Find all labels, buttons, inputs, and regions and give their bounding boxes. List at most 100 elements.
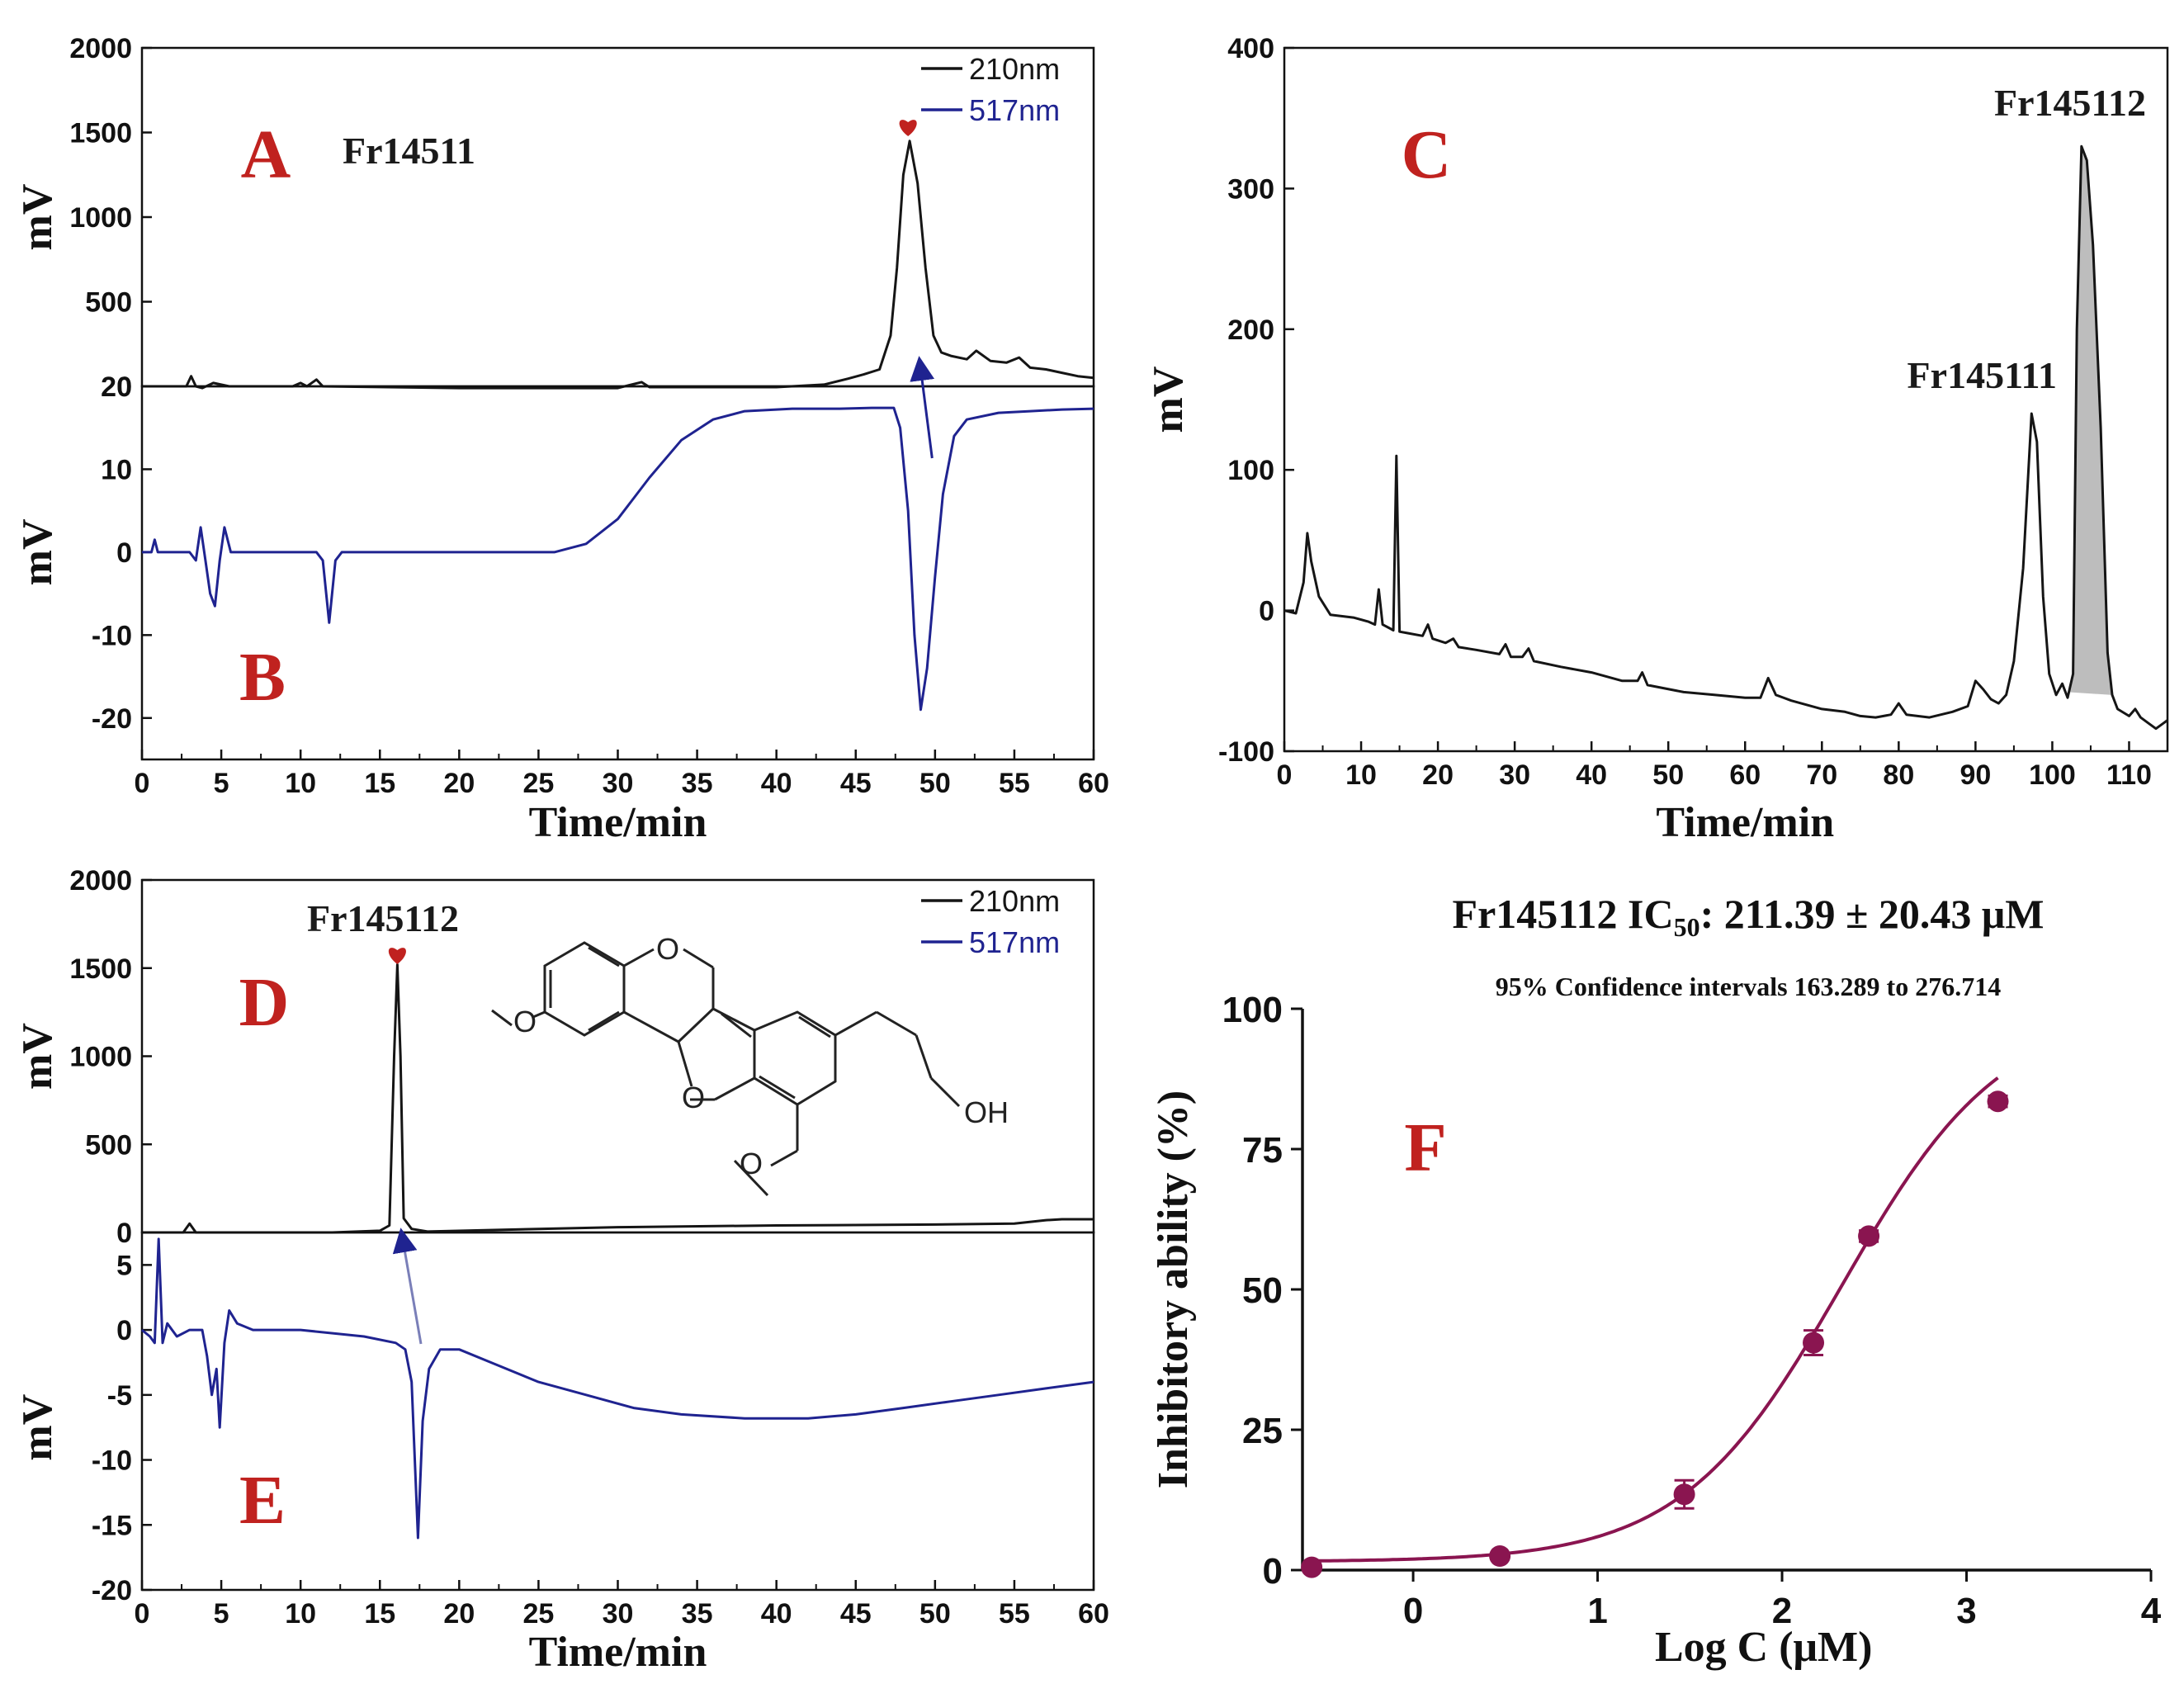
panel-f-xtick-label: 2: [1772, 1591, 1792, 1631]
panel-b-arrow: [910, 356, 935, 459]
panel-d-peak-heart-icon: [388, 948, 406, 964]
methoxy-oxygen-left: O: [513, 1005, 537, 1038]
panel-d-legend-label: 210nm: [969, 884, 1060, 918]
panel-c-ytick-label: 300: [1227, 173, 1274, 205]
panel-f-ytick-label: 75: [1242, 1130, 1283, 1171]
panel-c-xtick-label: 60: [1729, 759, 1761, 791]
panel-b-xtick-label: 20: [443, 768, 475, 799]
panel-f-fit-curve: [1312, 1076, 1999, 1563]
panel-c-xtick-label: 10: [1345, 759, 1377, 791]
hydroxyl-label: OH: [964, 1095, 1009, 1129]
panel-e-xtick-label: 35: [682, 1598, 713, 1630]
panel-b-xtick-label: 15: [364, 768, 395, 799]
panel-b-xtick-label: 30: [603, 768, 634, 799]
panel-c-xtick-label: 90: [1959, 759, 1991, 791]
panel-e-xtick-label: 25: [523, 1598, 555, 1630]
panel-a-peak-heart-icon: [899, 120, 917, 136]
panel-b-xlabel: Time/min: [529, 799, 707, 846]
panel-e-xtick-label: 45: [840, 1598, 872, 1630]
panel-c-xtick-label: 80: [1883, 759, 1914, 791]
panel-c-ytick-label: 100: [1227, 455, 1274, 486]
panel-c-trace: [1283, 144, 2168, 731]
panel-c-letter: C: [1402, 116, 1452, 193]
panel-e-arrow: [392, 1228, 423, 1345]
panel-f-xlabel: Log C (μM): [1655, 1624, 1872, 1671]
panel-e-letter: E: [239, 1462, 286, 1539]
panel-f-letter: F: [1404, 1109, 1446, 1186]
panel-b-xtick-label: 45: [840, 768, 872, 799]
panel-f-data-point: [1489, 1545, 1511, 1567]
chemical-structure: O O O O OH: [491, 932, 1009, 1197]
panel-b-xtick-label: 50: [919, 768, 951, 799]
panel-b-xtick-label: 5: [214, 768, 229, 799]
panel-d-ytick-label: 2000: [69, 865, 132, 896]
methoxy-oxygen-bottom: O: [740, 1147, 763, 1180]
panel-e-xtick-label: 10: [285, 1598, 316, 1630]
panel-e-ytick-label: -5: [107, 1380, 132, 1412]
panel-a-ylabel: mV: [14, 184, 61, 251]
panel-b-ytick-label: 0: [116, 537, 132, 569]
panel-d-ytick-label: 500: [85, 1129, 132, 1161]
panel-a-ytick-label: 1500: [69, 118, 132, 149]
panel-c-xtick-label: 100: [2029, 759, 2076, 791]
panel-e-xlabel: Time/min: [529, 1629, 707, 1676]
panel-c-xtick-label: 50: [1652, 759, 1684, 791]
panel-a-legend-label: 517nm: [969, 93, 1060, 127]
panel-c-ylabel: mV: [1145, 367, 1192, 433]
panel-f-ylabel: Inhibitory ability (%): [1150, 1090, 1197, 1489]
panel-e-ytick-label: -10: [92, 1445, 132, 1477]
panel-b-xtick-label: 25: [523, 768, 555, 799]
panel-a-title: Fr14511: [343, 130, 475, 172]
panel-e-xtick-label: 50: [919, 1598, 951, 1630]
panel-c-xtick-label: 20: [1422, 759, 1454, 791]
panel-d-title: Fr145112: [307, 897, 459, 939]
panel-e-xtick-label: 0: [135, 1598, 150, 1630]
panel-c-ytick-label: 400: [1227, 33, 1274, 64]
panel-b-xtick-label: 0: [135, 768, 150, 799]
panel-a-ytick-label: 1000: [69, 202, 132, 234]
panel-a-ytick-label: 500: [85, 287, 132, 319]
panel-b-ytick-label: -10: [92, 620, 132, 651]
panel-f-data-point: [1673, 1483, 1695, 1506]
panel-c-ytick-label: 0: [1259, 596, 1274, 627]
panel-d-ytick-label: 1000: [69, 1042, 132, 1073]
panel-d-frame: [140, 878, 1095, 1234]
panel-b-trace-517nm: [142, 406, 1094, 712]
panel-e-xtick-label: 55: [999, 1598, 1030, 1630]
panel-d-ytick-label: 0: [116, 1218, 132, 1249]
panel-e-ylabel: mV: [14, 1394, 61, 1461]
furan-oxygen: O: [682, 1081, 705, 1114]
panel-a-ytick-label: 0: [116, 371, 132, 403]
panel-c-ytick-label: 200: [1227, 315, 1274, 346]
panel-c-peak-label-fr145112: Fr145112: [1994, 82, 2146, 124]
panel-e-ytick-label: -20: [92, 1575, 132, 1606]
panel-b-ytick-label: -20: [92, 703, 132, 735]
panel-f-xtick-label: 4: [2141, 1591, 2162, 1631]
panel-d-ytick-label: 1500: [69, 953, 132, 985]
panel-b-letter: B: [239, 639, 286, 716]
panel-c-xtick-label: 0: [1277, 759, 1293, 791]
panel-e-ytick-label: -15: [92, 1510, 132, 1541]
panel-c-frame: [1283, 46, 2169, 753]
panel-b-xtick-label: 55: [999, 768, 1030, 799]
panel-e-xtick-label: 5: [214, 1598, 229, 1630]
panel-b-ytick-label: 20: [101, 371, 132, 403]
panel-c-xtick-label: 30: [1499, 759, 1530, 791]
panel-a-legend-label: 210nm: [969, 52, 1060, 86]
panel-f-xtick-label: 0: [1403, 1591, 1423, 1631]
panel-f-data-point: [1858, 1225, 1880, 1247]
panel-e-xtick-label: 15: [364, 1598, 395, 1630]
panel-f-title: Fr145112 IC50: 211.39 ± 20.43 μM: [1453, 891, 2045, 942]
panel-a-ytick-label: 2000: [69, 33, 132, 64]
panel-f-ytick-label: 0: [1263, 1551, 1283, 1592]
panel-e-xtick-label: 40: [761, 1598, 792, 1630]
panel-f-ytick-label: 50: [1242, 1270, 1283, 1311]
panel-e-xtick-label: 60: [1078, 1598, 1109, 1630]
panel-d-legend-label: 517nm: [969, 925, 1060, 959]
panel-b-xtick-label: 10: [285, 768, 316, 799]
panel-e-xtick-label: 30: [603, 1598, 634, 1630]
panel-a-frame: [140, 46, 1095, 388]
panel-b-ytick-label: 10: [101, 454, 132, 485]
panel-c-peak-label-fr145111: Fr145111: [1907, 354, 2057, 396]
